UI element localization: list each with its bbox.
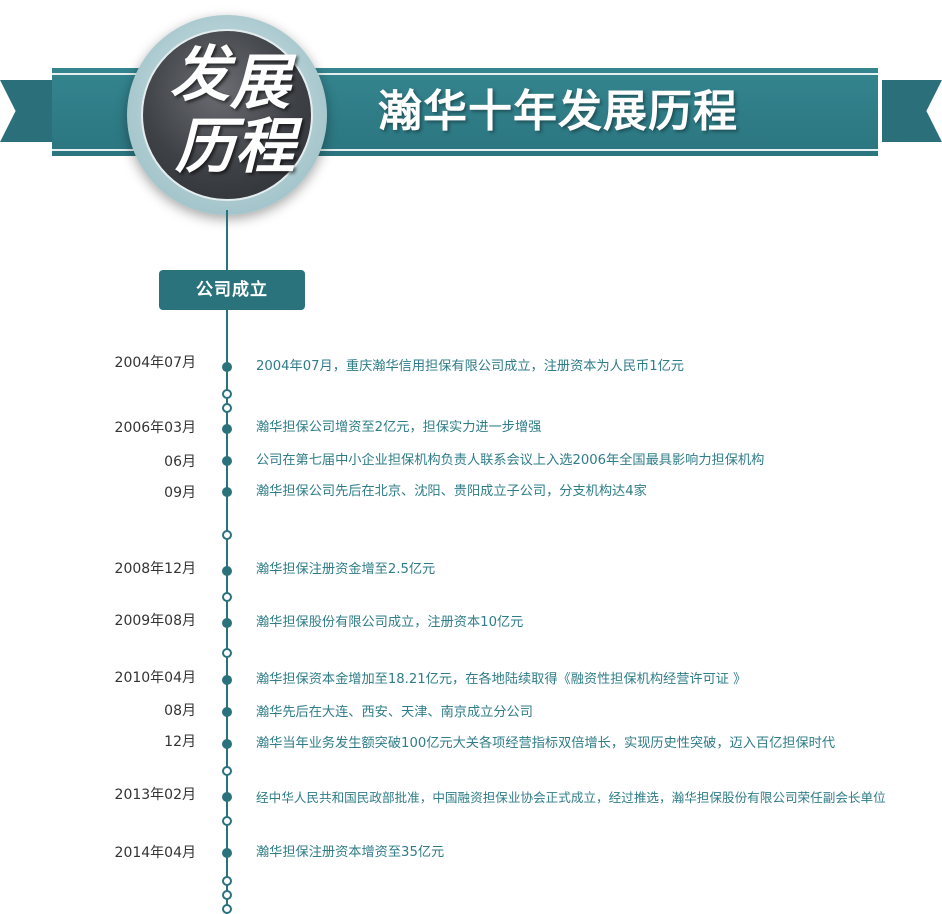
timeline-dot (222, 792, 232, 802)
event-text: 经中华人民共和国民政部批准，中国融资担保业协会正式成立，经过推选，瀚华担保股份有… (256, 790, 886, 805)
event-text: 瀚华担保资本金增加至18.21亿元，在各地陆续取得《融资性担保机构经营许可证 》 (256, 672, 747, 687)
timeline-ring (222, 530, 232, 540)
timeline-dot (222, 707, 232, 717)
event-text: 瀚华先后在大连、西安、天津、南京成立分公司 (256, 705, 533, 720)
ribbon-right-tail (882, 80, 942, 142)
ribbon-top-line (52, 73, 878, 75)
emblem-char-li: 历 (175, 112, 235, 182)
event-date: 2009年08月 (114, 613, 196, 629)
event-text: 瀚华担保公司先后在北京、沈阳、贵阳成立子公司，分支机构达4家 (256, 484, 647, 499)
emblem-badge (141, 29, 313, 201)
emblem-char-cheng: 程 (235, 112, 295, 182)
timeline-ring (222, 648, 232, 658)
event-text: 瀚华担保公司增资至2亿元，担保实力进一步增强 (256, 420, 542, 435)
timeline-dot (222, 739, 232, 749)
event-date: 09月 (164, 485, 196, 501)
event-date: 12月 (164, 734, 196, 750)
event-text: 2004年07月，重庆瀚华信用担保有限公司成立，注册资本为人民币1亿元 (256, 359, 684, 374)
timeline-ring (222, 389, 232, 399)
emblem-char-fa: 发 (170, 40, 230, 110)
event-date: 2010年04月 (114, 670, 196, 686)
event-text: 瀚华担保股份有限公司成立，注册资本10亿元 (256, 615, 524, 630)
timeline-ring (222, 766, 232, 776)
event-date: 2006年03月 (114, 420, 196, 436)
page-title: 瀚华十年发展历程 (378, 86, 738, 137)
timeline-dot (222, 566, 232, 576)
timeline-dot (222, 618, 232, 628)
event-text: 公司在第七届中小企业担保机构负责人联系会议上入选2006年全国最具影响力担保机构 (256, 453, 765, 468)
ribbon-bottom-line (52, 149, 878, 151)
timeline-dot (222, 487, 232, 497)
timeline-axis (226, 210, 228, 914)
emblem-char-zhan: 展 (230, 48, 290, 118)
event-date: 08月 (164, 703, 196, 719)
timeline-dot (222, 424, 232, 434)
event-date: 2013年02月 (114, 787, 196, 803)
timeline-dot (222, 848, 232, 858)
timeline-ring (222, 890, 232, 900)
event-date: 2008年12月 (114, 561, 196, 577)
timeline-ring (222, 592, 232, 602)
event-date: 06月 (164, 454, 196, 470)
timeline-dot (222, 362, 232, 372)
section-label-company-founded: 公司成立 (159, 270, 305, 310)
timeline-ring (222, 816, 232, 826)
timeline-ring (222, 876, 232, 886)
ribbon-left-tail (0, 80, 60, 142)
timeline-ring (222, 403, 232, 413)
event-text: 瀚华担保注册资金增至2.5亿元 (256, 562, 436, 577)
event-date: 2004年07月 (114, 355, 196, 371)
event-date: 2014年04月 (114, 845, 196, 861)
event-text: 瀚华担保注册资本增资至35亿元 (256, 845, 445, 860)
timeline-dot (222, 675, 232, 685)
event-text: 瀚华当年业务发生额突破100亿元大关各项经营指标双倍增长，实现历史性突破，迈入百… (256, 736, 836, 751)
timeline-ring (222, 904, 232, 914)
timeline-dot (222, 456, 232, 466)
